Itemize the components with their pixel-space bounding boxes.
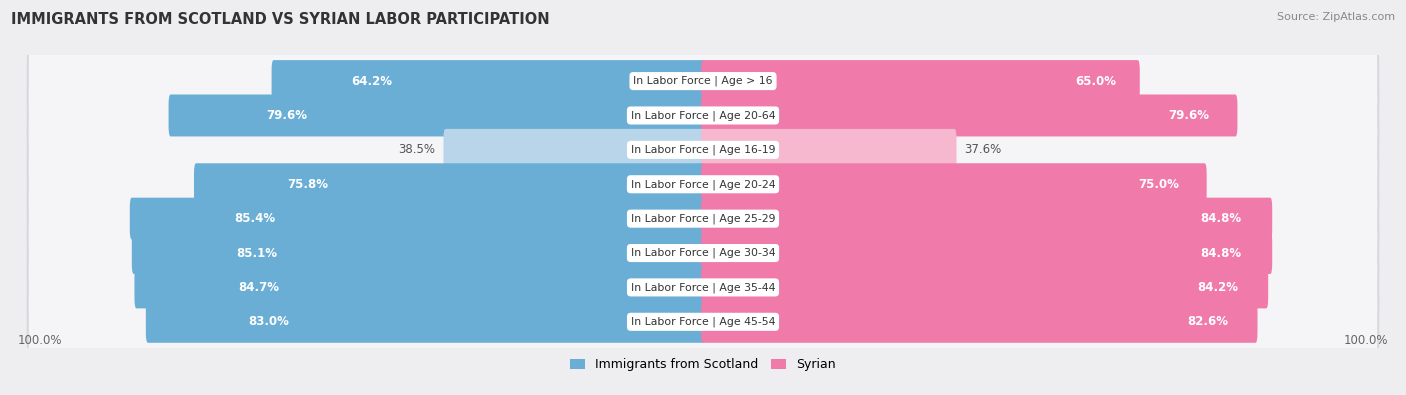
Text: 38.5%: 38.5% bbox=[398, 143, 436, 156]
Text: 37.6%: 37.6% bbox=[965, 143, 1002, 156]
Text: 85.1%: 85.1% bbox=[236, 246, 277, 260]
FancyBboxPatch shape bbox=[702, 198, 1272, 240]
FancyBboxPatch shape bbox=[702, 267, 1268, 308]
FancyBboxPatch shape bbox=[28, 105, 1378, 194]
FancyBboxPatch shape bbox=[169, 94, 704, 136]
FancyBboxPatch shape bbox=[27, 207, 1379, 299]
FancyBboxPatch shape bbox=[27, 139, 1379, 230]
Text: 100.0%: 100.0% bbox=[1344, 333, 1389, 346]
Text: In Labor Force | Age > 16: In Labor Force | Age > 16 bbox=[633, 76, 773, 87]
FancyBboxPatch shape bbox=[27, 104, 1379, 196]
FancyBboxPatch shape bbox=[27, 173, 1379, 264]
Text: 82.6%: 82.6% bbox=[1187, 315, 1227, 328]
FancyBboxPatch shape bbox=[146, 301, 704, 343]
FancyBboxPatch shape bbox=[27, 36, 1379, 127]
Text: 85.4%: 85.4% bbox=[235, 212, 276, 225]
FancyBboxPatch shape bbox=[27, 276, 1379, 367]
FancyBboxPatch shape bbox=[28, 71, 1378, 160]
Text: In Labor Force | Age 16-19: In Labor Force | Age 16-19 bbox=[631, 145, 775, 155]
Text: Source: ZipAtlas.com: Source: ZipAtlas.com bbox=[1277, 12, 1395, 22]
FancyBboxPatch shape bbox=[132, 232, 704, 274]
FancyBboxPatch shape bbox=[28, 174, 1378, 263]
FancyBboxPatch shape bbox=[27, 242, 1379, 333]
FancyBboxPatch shape bbox=[28, 243, 1378, 332]
FancyBboxPatch shape bbox=[194, 163, 704, 205]
FancyBboxPatch shape bbox=[702, 60, 1140, 102]
FancyBboxPatch shape bbox=[28, 209, 1378, 297]
FancyBboxPatch shape bbox=[28, 37, 1378, 126]
Text: 84.2%: 84.2% bbox=[1197, 281, 1239, 294]
FancyBboxPatch shape bbox=[28, 277, 1378, 366]
Text: In Labor Force | Age 20-24: In Labor Force | Age 20-24 bbox=[631, 179, 775, 190]
Text: 100.0%: 100.0% bbox=[17, 333, 62, 346]
FancyBboxPatch shape bbox=[129, 198, 704, 240]
Text: 79.6%: 79.6% bbox=[266, 109, 308, 122]
Text: 84.8%: 84.8% bbox=[1201, 212, 1241, 225]
FancyBboxPatch shape bbox=[271, 60, 704, 102]
Legend: Immigrants from Scotland, Syrian: Immigrants from Scotland, Syrian bbox=[565, 354, 841, 376]
Text: 64.2%: 64.2% bbox=[352, 75, 392, 88]
FancyBboxPatch shape bbox=[28, 140, 1378, 229]
Text: 83.0%: 83.0% bbox=[247, 315, 288, 328]
Text: In Labor Force | Age 35-44: In Labor Force | Age 35-44 bbox=[631, 282, 775, 293]
Text: In Labor Force | Age 45-54: In Labor Force | Age 45-54 bbox=[631, 316, 775, 327]
FancyBboxPatch shape bbox=[702, 129, 956, 171]
FancyBboxPatch shape bbox=[702, 232, 1272, 274]
Text: In Labor Force | Age 25-29: In Labor Force | Age 25-29 bbox=[631, 213, 775, 224]
FancyBboxPatch shape bbox=[702, 301, 1257, 343]
Text: 84.8%: 84.8% bbox=[1201, 246, 1241, 260]
Text: 79.6%: 79.6% bbox=[1168, 109, 1209, 122]
Text: 75.0%: 75.0% bbox=[1139, 178, 1180, 191]
Text: In Labor Force | Age 20-64: In Labor Force | Age 20-64 bbox=[631, 110, 775, 121]
FancyBboxPatch shape bbox=[702, 163, 1206, 205]
Text: IMMIGRANTS FROM SCOTLAND VS SYRIAN LABOR PARTICIPATION: IMMIGRANTS FROM SCOTLAND VS SYRIAN LABOR… bbox=[11, 12, 550, 27]
FancyBboxPatch shape bbox=[27, 70, 1379, 161]
FancyBboxPatch shape bbox=[443, 129, 704, 171]
Text: 84.7%: 84.7% bbox=[239, 281, 280, 294]
FancyBboxPatch shape bbox=[702, 94, 1237, 136]
FancyBboxPatch shape bbox=[135, 267, 704, 308]
Text: In Labor Force | Age 30-34: In Labor Force | Age 30-34 bbox=[631, 248, 775, 258]
Text: 75.8%: 75.8% bbox=[287, 178, 328, 191]
Text: 65.0%: 65.0% bbox=[1076, 75, 1116, 88]
